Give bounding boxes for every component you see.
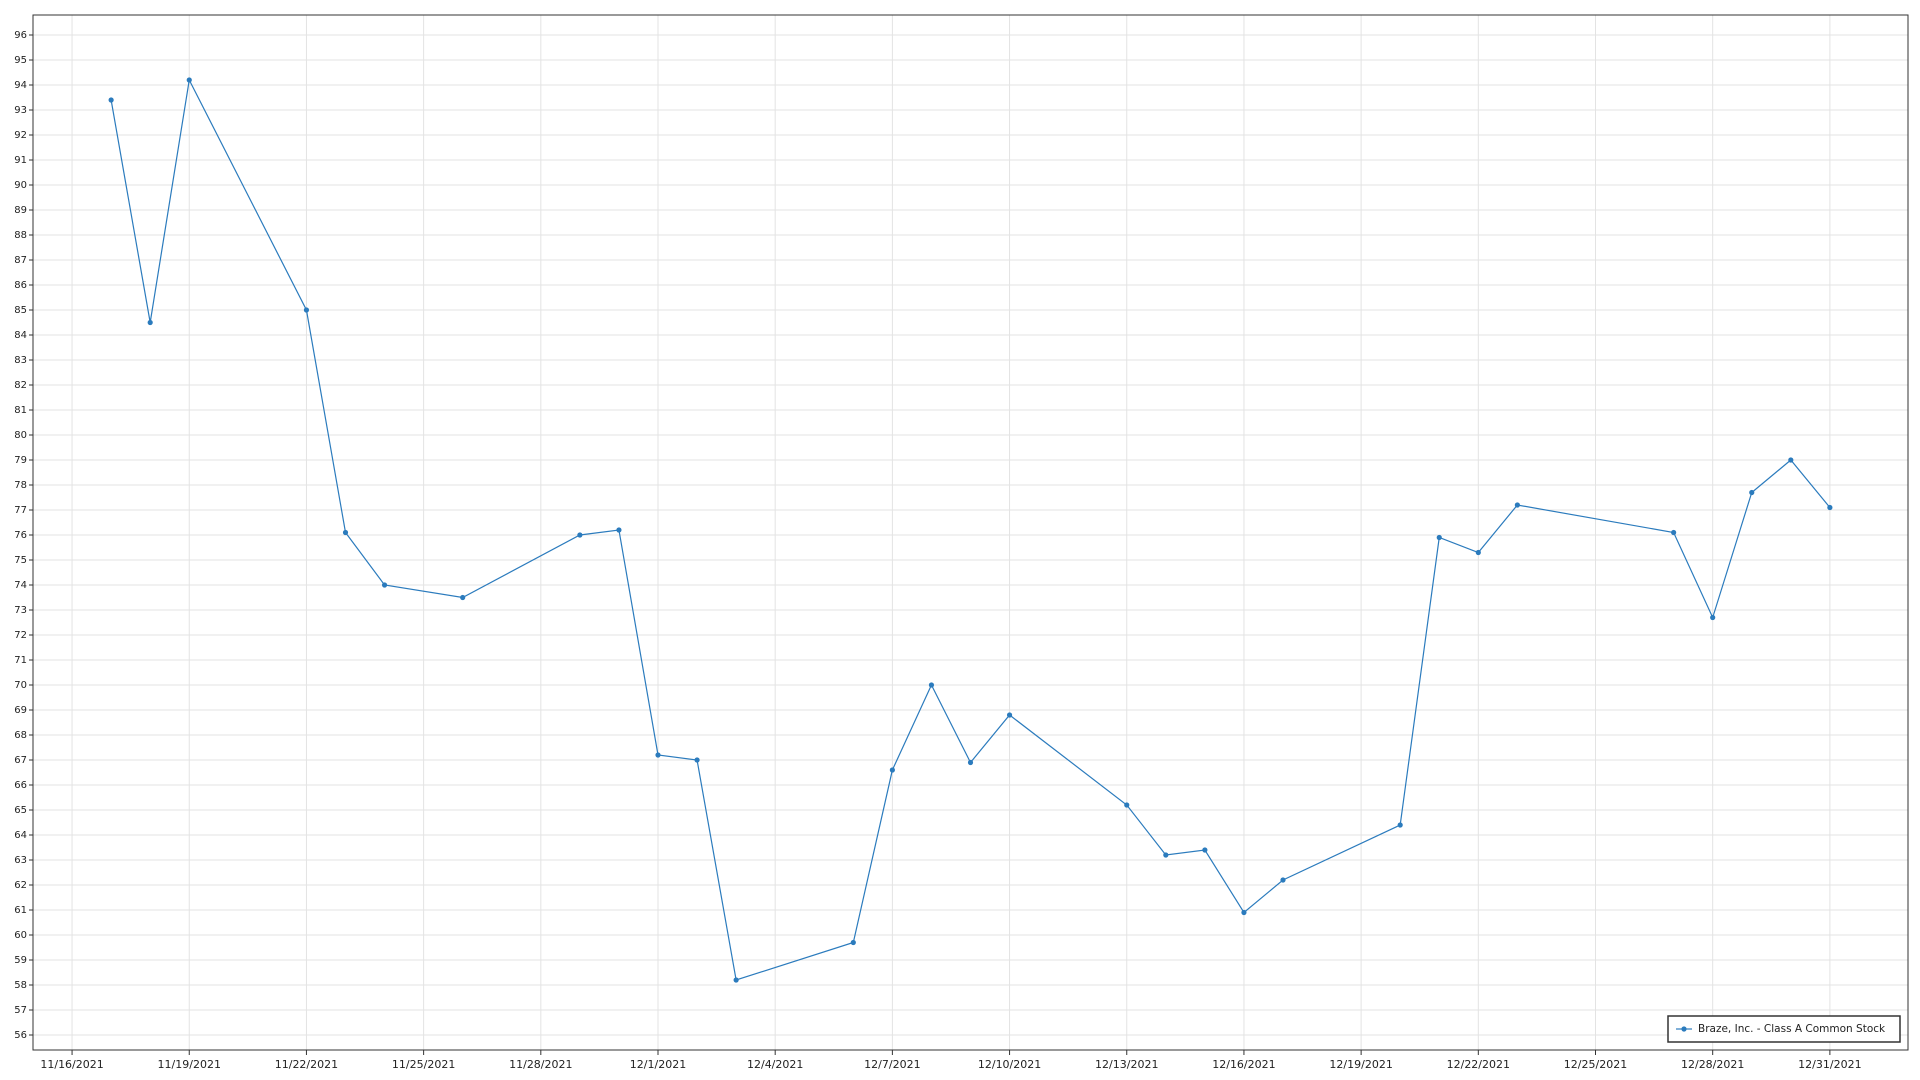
data-point <box>928 682 935 688</box>
x-tick-label: 12/13/2021 <box>1095 1058 1158 1071</box>
data-point <box>1006 712 1013 718</box>
data-point <box>967 759 974 766</box>
y-tick-label: 81 <box>14 405 27 416</box>
data-point <box>381 582 388 588</box>
x-tick-label: 12/22/2021 <box>1447 1058 1510 1071</box>
y-tick-label: 74 <box>14 580 27 591</box>
data-point <box>655 752 661 758</box>
data-point <box>1202 847 1208 853</box>
data-point <box>850 939 856 946</box>
data-point <box>1397 822 1403 828</box>
x-tick-label: 12/25/2021 <box>1564 1058 1627 1071</box>
x-tick-label: 12/28/2021 <box>1681 1058 1744 1071</box>
data-point <box>616 527 622 533</box>
y-tick-label: 77 <box>14 505 27 516</box>
data-point <box>1827 504 1833 511</box>
data-point <box>147 319 153 326</box>
y-tick-label: 92 <box>14 130 27 141</box>
y-tick-label: 79 <box>14 455 27 466</box>
x-tick-label: 12/19/2021 <box>1329 1058 1392 1071</box>
y-tick-label: 90 <box>14 180 27 191</box>
x-tick-label: 11/22/2021 <box>275 1058 338 1071</box>
data-point <box>889 767 895 773</box>
data-point <box>460 594 466 601</box>
data-point <box>303 307 310 313</box>
y-tick-label: 94 <box>14 80 27 91</box>
y-tick-label: 83 <box>14 355 27 366</box>
data-point <box>694 757 700 763</box>
y-tick-label: 70 <box>14 680 27 691</box>
y-tick-label: 78 <box>14 480 27 491</box>
data-point <box>1124 802 1130 808</box>
y-tick-label: 59 <box>14 955 27 966</box>
data-point <box>577 532 583 538</box>
y-tick-label: 60 <box>14 930 27 941</box>
data-point <box>1749 489 1755 496</box>
data-point <box>108 97 114 103</box>
data-point <box>1436 534 1442 541</box>
y-tick-label: 58 <box>14 980 27 991</box>
data-point <box>1788 457 1794 463</box>
data-point <box>1514 502 1520 508</box>
y-tick-label: 82 <box>14 380 27 391</box>
x-tick-label: 12/4/2021 <box>747 1058 803 1071</box>
x-tick-label: 12/1/2021 <box>630 1058 686 1071</box>
y-tick-label: 56 <box>14 1030 27 1041</box>
data-point <box>186 77 192 83</box>
y-tick-label: 69 <box>14 705 27 716</box>
y-tick-label: 91 <box>14 155 27 166</box>
legend-label: Braze, Inc. - Class A Common Stock <box>1698 1023 1886 1035</box>
x-tick-label: 11/16/2021 <box>40 1058 103 1071</box>
series-line <box>110 78 1831 981</box>
y-tick-label: 73 <box>14 605 27 616</box>
y-tick-label: 89 <box>14 205 27 216</box>
y-tick-label: 80 <box>14 430 27 441</box>
y-tick-label: 65 <box>14 805 27 816</box>
y-tick-label: 76 <box>14 530 27 541</box>
y-tick-label: 57 <box>14 1005 27 1016</box>
y-tick-label: 72 <box>14 630 27 641</box>
y-tick-label: 75 <box>14 555 27 566</box>
y-tick-label: 67 <box>14 755 27 766</box>
plot-frame <box>32 14 1909 1051</box>
y-tick-label: 96 <box>14 30 27 41</box>
y-tick-label: 66 <box>14 780 27 791</box>
x-tick-label: 12/10/2021 <box>978 1058 1041 1071</box>
data-point <box>1280 877 1286 883</box>
data-point <box>342 529 349 536</box>
y-tick-label: 68 <box>14 730 27 741</box>
x-tick-label: 12/16/2021 <box>1212 1058 1275 1071</box>
legend-marker <box>1681 1026 1687 1032</box>
y-tick-label: 86 <box>14 280 27 291</box>
x-tick-label: 12/31/2021 <box>1798 1058 1861 1071</box>
data-point <box>1710 614 1716 621</box>
x-tick-label: 11/28/2021 <box>509 1058 572 1071</box>
data-point <box>1163 852 1169 858</box>
y-tick-label: 61 <box>14 905 27 916</box>
x-tick-label: 11/19/2021 <box>158 1058 221 1071</box>
y-tick-label: 62 <box>14 880 27 891</box>
data-point <box>733 977 739 983</box>
y-tick-label: 87 <box>14 255 27 266</box>
legend-box <box>1667 1015 1901 1043</box>
y-tick-label: 85 <box>14 305 27 316</box>
y-tick-label: 88 <box>14 230 27 241</box>
x-tick-label: 12/7/2021 <box>864 1058 920 1071</box>
x-tick-label: 11/25/2021 <box>392 1058 455 1071</box>
y-tick-label: 95 <box>14 55 27 66</box>
y-tick-label: 64 <box>14 830 27 841</box>
data-point <box>1475 549 1481 556</box>
y-tick-label: 84 <box>14 330 27 341</box>
y-tick-label: 63 <box>14 855 27 866</box>
y-tick-label: 71 <box>14 655 27 666</box>
y-tick-label: 93 <box>14 105 27 116</box>
data-point <box>1241 909 1247 916</box>
data-point <box>1671 529 1677 536</box>
